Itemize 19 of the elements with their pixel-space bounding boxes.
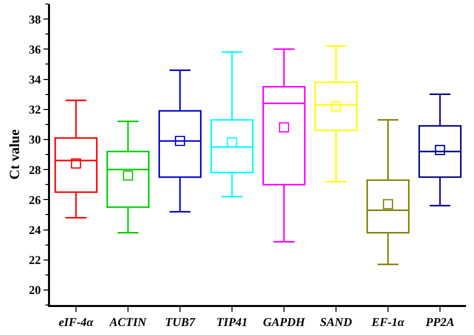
y-tick-label: 28 bbox=[28, 162, 41, 177]
y-tick-label: 30 bbox=[28, 132, 41, 147]
x-tick-label: PP2A bbox=[426, 315, 454, 330]
x-tick-label: EF-1α bbox=[370, 315, 405, 330]
y-tick-label: 38 bbox=[28, 12, 41, 26]
y-axis-title: Ct value bbox=[8, 129, 23, 180]
y-tick-label: 26 bbox=[28, 192, 41, 207]
y-tick-label: 24 bbox=[28, 222, 41, 237]
x-tick-label: SAND bbox=[320, 315, 352, 330]
y-tick-label: 20 bbox=[28, 283, 41, 298]
x-tick-label: TIP41 bbox=[216, 315, 248, 330]
x-tick-label: TUB7 bbox=[165, 315, 196, 330]
y-tick-label: 22 bbox=[28, 253, 41, 268]
y-tick-label: 36 bbox=[28, 42, 41, 56]
x-tick-label: GAPDH bbox=[263, 315, 306, 330]
x-tick-label: ACTIN bbox=[108, 315, 148, 330]
x-tick-label: eIF-4α bbox=[58, 315, 94, 330]
y-tick-label: 32 bbox=[28, 102, 41, 117]
y-tick-label: 34 bbox=[28, 72, 41, 86]
